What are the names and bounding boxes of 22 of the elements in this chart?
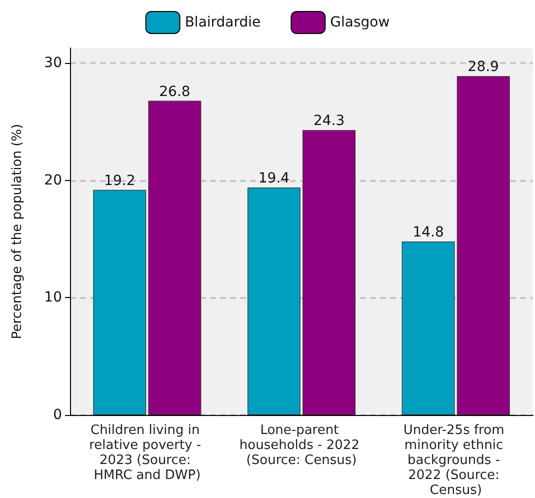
bar [247, 188, 300, 415]
y-axis-title: Percentage of the population (%) [10, 124, 25, 340]
data-label: 24.3 [313, 113, 345, 130]
data-label: 19.4 [258, 170, 290, 187]
data-label: 26.8 [159, 84, 190, 100]
x-tick-label: Lone-parent households - 2022 (Source: Census) [239, 423, 364, 468]
x-tick-label: Under-25s from minority ethnic backgrounds - 2022 (Source: Census) [403, 423, 508, 498]
bar [302, 130, 356, 415]
legend-label: Blairdardie [184, 14, 261, 30]
data-label: 14.8 [412, 224, 444, 240]
x-tick-label: Children living in relative poverty - 2023 (Source: HMRC and DWP) [89, 423, 206, 483]
bar [456, 76, 510, 415]
y-tick-label: 20 [44, 172, 62, 188]
bar [93, 190, 146, 415]
y-tick-label: 0 [53, 407, 62, 423]
y-tick-label: 30 [44, 55, 62, 72]
data-label: 28.9 [468, 59, 499, 76]
bar [402, 241, 455, 415]
y-tick-label: 10 [44, 290, 62, 306]
data-label: 19.2 [104, 172, 136, 189]
bar [148, 100, 202, 415]
legend-label: Glasgow [330, 14, 390, 30]
